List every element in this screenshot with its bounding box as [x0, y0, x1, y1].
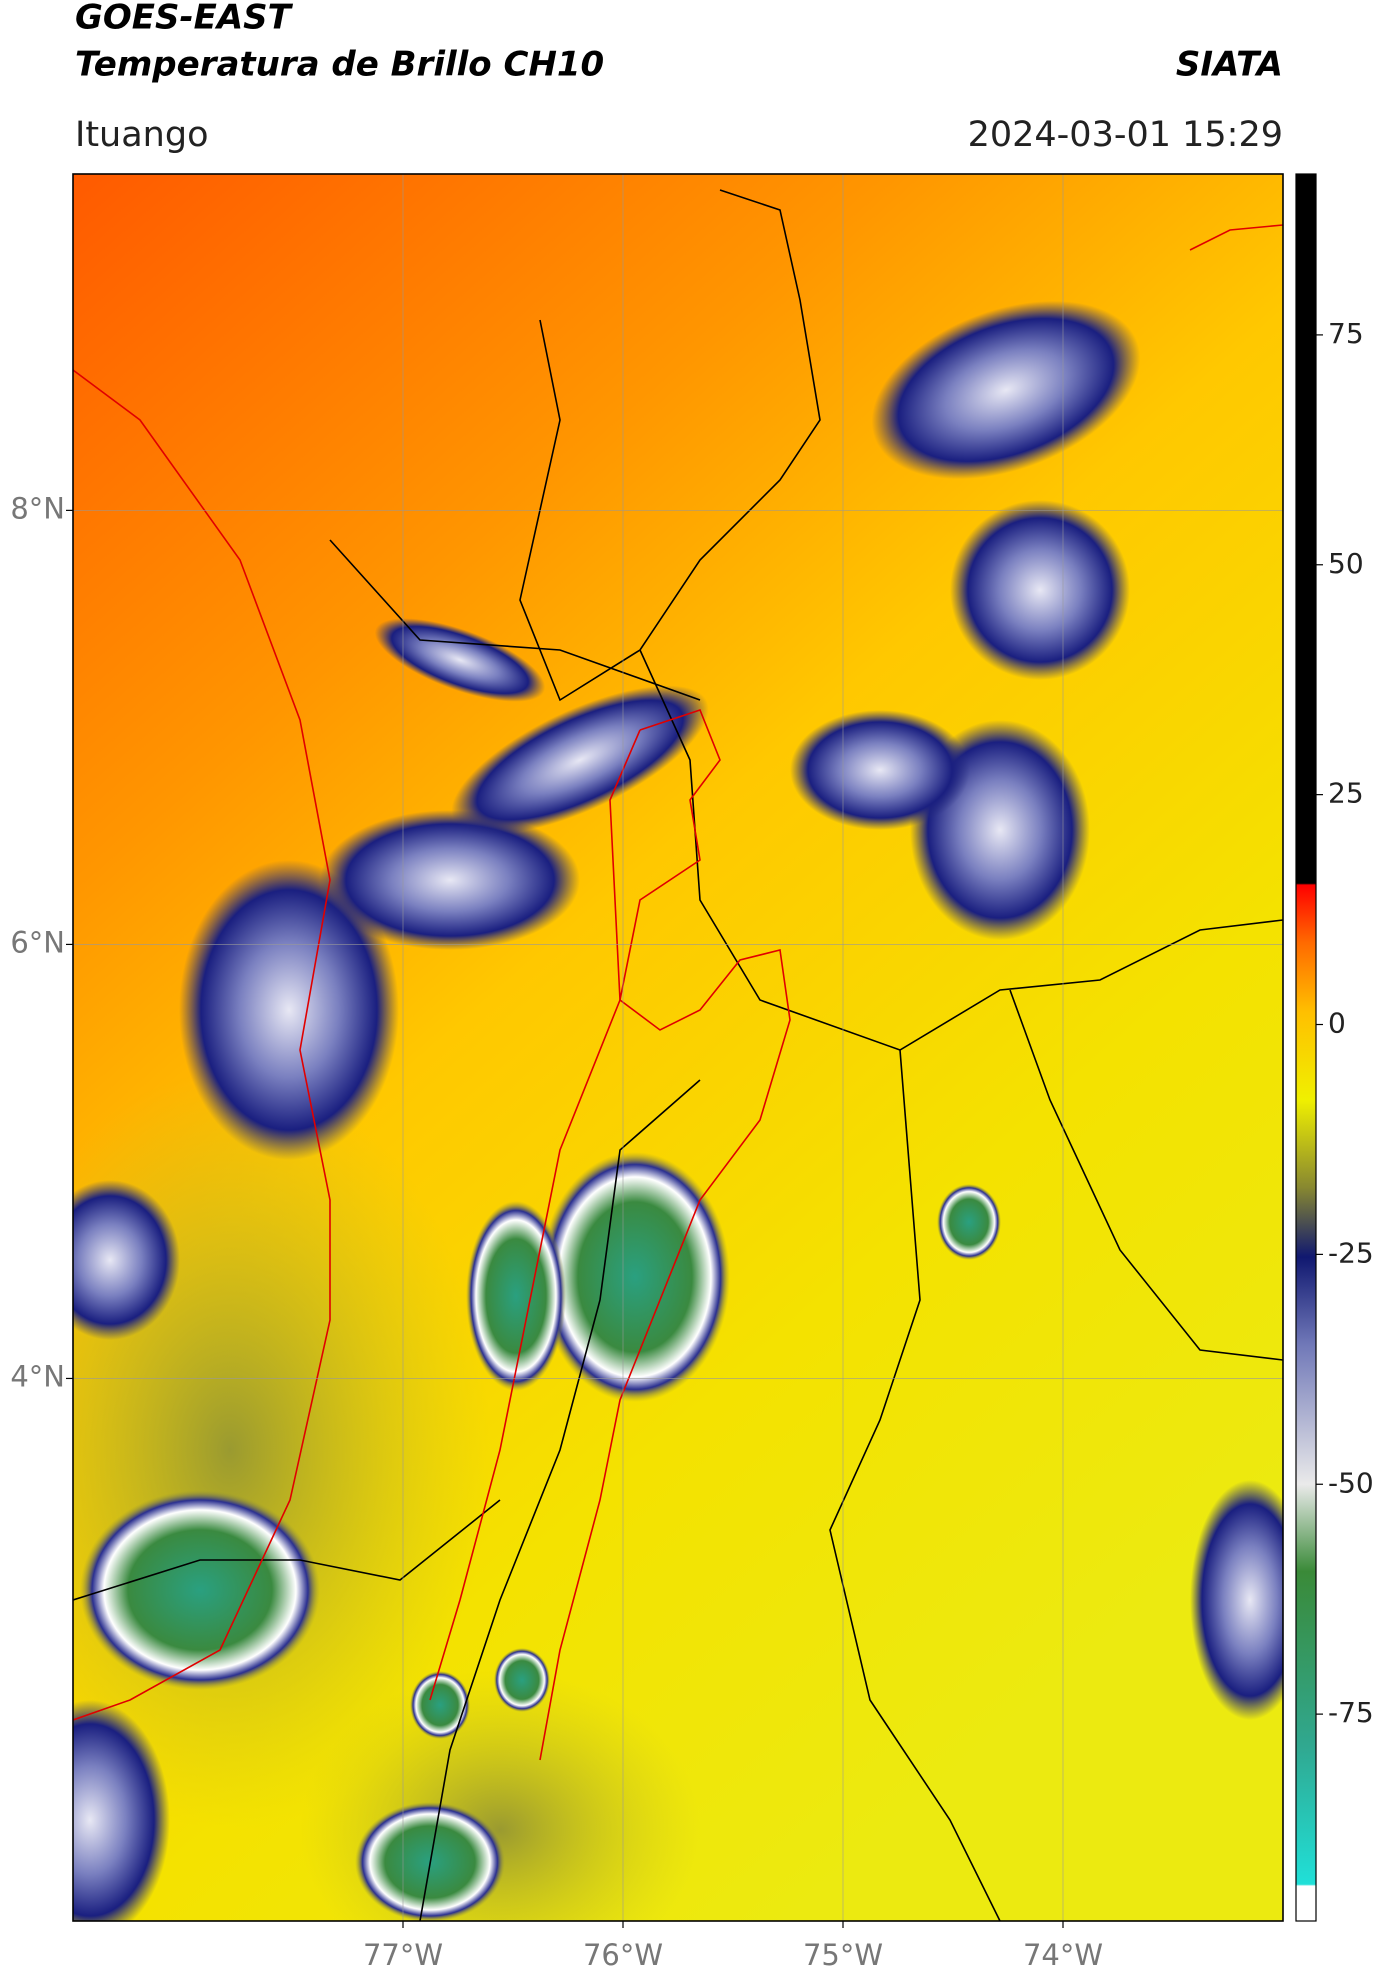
location: Ituango [75, 115, 209, 155]
x-tick-label: 77°W [363, 1938, 443, 1972]
satellite-imagery [73, 174, 1283, 1921]
y-tick-label: 6°N [10, 925, 65, 959]
colorbar [1295, 173, 1317, 1922]
colorbar-tick-label: 75 [1328, 317, 1364, 350]
x-tick-label: 75°W [803, 1938, 883, 1972]
y-tick-label: 4°N [10, 1359, 65, 1393]
subtitle: Temperatura de Brillo CH10 [75, 45, 604, 85]
x-tick-label: 76°W [583, 1938, 663, 1972]
x-tick-label: 74°W [1023, 1938, 1103, 1972]
datetime: 2024-03-01 15:29 [968, 115, 1283, 155]
map-frame [72, 173, 1284, 1922]
colorbar-tick-label: 50 [1328, 547, 1364, 580]
colorbar-tick-label: 0 [1328, 1007, 1346, 1040]
colorbar-tick-label: 25 [1328, 777, 1364, 810]
colorbar-tick-label: -25 [1328, 1236, 1374, 1269]
colorbar-tick-label: -50 [1328, 1466, 1374, 1499]
source: SIATA [1176, 45, 1283, 85]
colorbar-tick-label: -75 [1328, 1696, 1374, 1729]
title: GOES-EAST [75, 0, 294, 38]
y-tick-label: 8°N [10, 491, 65, 525]
